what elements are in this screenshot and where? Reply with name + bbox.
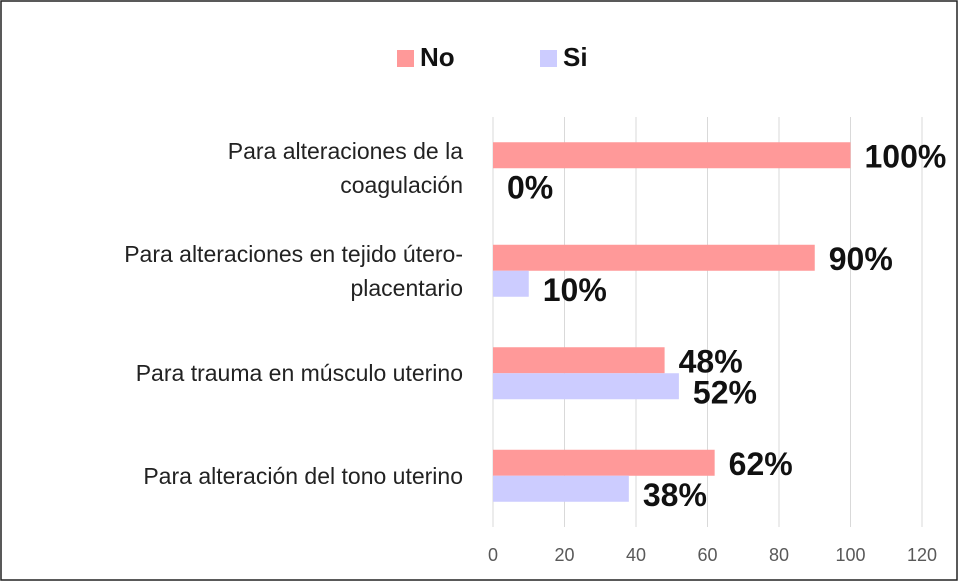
bar	[493, 373, 679, 400]
x-tick-label: 120	[907, 545, 937, 565]
y-tick-label: Para trauma en músculo uterino	[135, 360, 463, 387]
x-tick-label: 80	[769, 545, 789, 565]
bar	[493, 270, 529, 297]
data-label: 100%	[865, 139, 947, 175]
data-label: 62%	[729, 446, 793, 482]
legend-swatch	[397, 50, 414, 67]
data-label: 10%	[543, 272, 607, 308]
bar	[493, 244, 815, 271]
bar	[493, 142, 851, 169]
legend-label: Si	[563, 42, 588, 72]
x-tick-label: 40	[626, 545, 646, 565]
bar	[493, 449, 715, 476]
y-tick-label: Para alteración del tono uterino	[143, 462, 463, 489]
data-label: 48%	[679, 344, 743, 380]
legend-swatch	[540, 50, 557, 67]
x-tick-label: 20	[554, 545, 574, 565]
x-tick-label: 100	[835, 545, 865, 565]
bar	[493, 475, 629, 502]
x-tick-label: 0	[488, 545, 498, 565]
data-label: 38%	[643, 477, 707, 513]
y-tick-label: Para alteraciones de la coagulación	[227, 138, 463, 199]
y-tick-label: Para alteraciones en tejido útero- place…	[124, 240, 463, 301]
bar	[493, 347, 665, 374]
data-label: 0%	[507, 170, 553, 206]
data-label: 90%	[829, 241, 893, 277]
data-label: 52%	[693, 375, 757, 411]
x-tick-label: 60	[697, 545, 717, 565]
legend-label: No	[420, 42, 455, 72]
